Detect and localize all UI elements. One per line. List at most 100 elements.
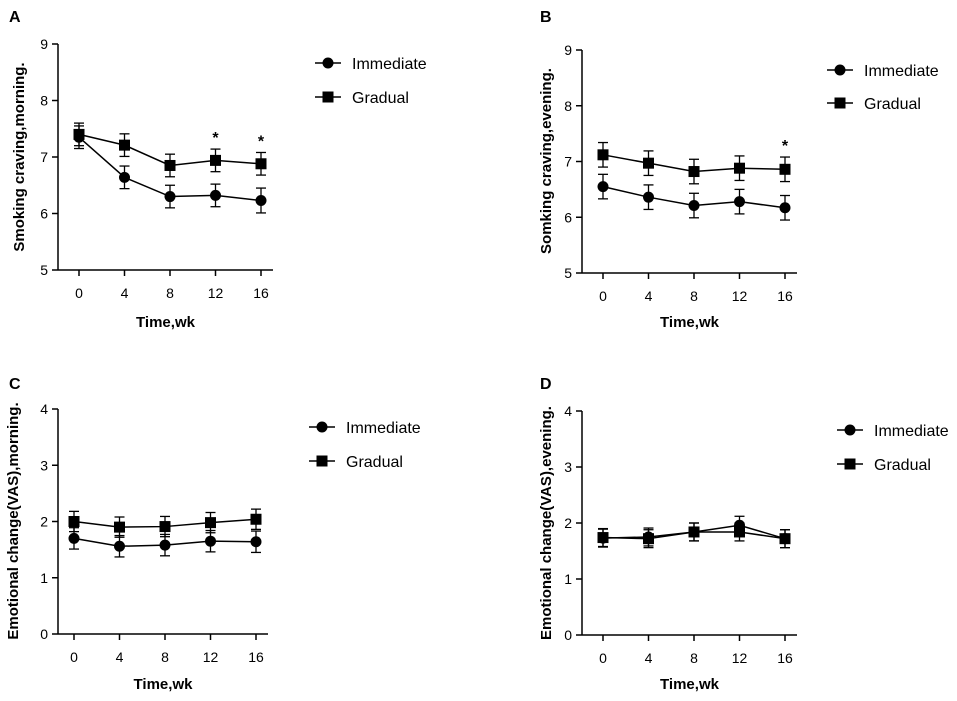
y-tick-label: 2 [40,514,48,530]
y-tick-label: 1 [40,570,48,586]
data-point-immediate [734,196,745,208]
x-tick-label: 4 [645,288,653,304]
series-gradual [68,508,262,538]
x-tick-label: 4 [645,650,653,666]
data-point-gradual [114,521,125,533]
y-tick-label: 3 [40,457,48,473]
x-tick-label: 0 [70,649,78,665]
data-point-gradual [159,521,171,533]
data-point-immediate [164,191,176,203]
y-tick-label: 8 [40,93,48,109]
series-immediate [597,173,791,221]
series-gradual [597,141,791,185]
legend: Immediate Gradual [309,420,421,471]
x-tick-label: 0 [75,285,83,301]
panel-letter: D [540,376,552,393]
legend-label-gradual: Gradual [352,90,409,107]
x-axis-title: Time,wk [136,314,196,331]
x-tick-label: 12 [732,650,748,666]
x-tick-label: 8 [690,288,698,304]
y-axis-title: Smoking craving,morning. [11,62,28,251]
data-point-immediate [779,202,791,214]
x-tick-label: 4 [116,649,124,665]
x-tick-label: 8 [690,650,698,666]
data-point-gradual [68,516,80,527]
data-point-gradual [119,139,130,151]
panel-letter: B [540,9,552,26]
legend-marker-immediate [316,421,328,433]
y-axis-title: Somking craving,evening. [538,68,555,254]
legend-marker-immediate [844,424,856,436]
y-tick-label: 6 [564,209,572,225]
legend-label-gradual: Gradual [874,457,931,474]
data-point-gradual [734,526,745,538]
data-point-immediate [250,536,262,548]
data-point-gradual [643,533,654,545]
data-point-gradual [164,159,176,171]
data-point-immediate [68,532,80,544]
data-point-immediate [205,535,216,547]
y-tick-label: 9 [564,42,572,58]
x-tick-label: 0 [599,650,607,666]
series-gradual [597,522,791,549]
legend-label-immediate: Immediate [346,420,421,437]
significance-star: * [212,130,219,147]
data-point-gradual [779,163,791,175]
x-tick-label: 16 [253,285,269,301]
data-point-gradual [255,158,267,170]
data-point-immediate [255,195,267,207]
legend-label-immediate: Immediate [352,56,427,73]
data-point-gradual [205,517,216,529]
data-point-gradual [688,166,700,178]
panel-a: A 5 6 7 8 9 0 4 8 12 16 Time,wk Smoking craving,morn… [9,9,427,331]
panel-letter: A [9,9,21,26]
x-tick-label: 16 [248,649,264,665]
legend: Immediate Gradual [827,63,939,113]
y-tick-label: 0 [40,626,48,642]
y-tick-label: 5 [40,262,48,278]
legend-marker-immediate [322,57,334,69]
data-point-immediate [119,171,130,183]
legend-marker-gradual [844,458,856,470]
legend-label-immediate: Immediate [864,63,939,80]
y-tick-label: 9 [40,36,48,52]
legend-label-gradual: Gradual [864,96,921,113]
legend: Immediate Gradual [315,56,427,107]
legend-label-immediate: Immediate [874,423,949,440]
y-tick-label: 7 [40,149,48,165]
data-point-gradual [597,149,609,161]
x-axis-title: Time,wk [134,676,194,693]
panel-letter: C [9,376,21,393]
x-tick-label: 16 [777,650,793,666]
x-axis-title: Time,wk [660,676,720,693]
y-axis-title: Emotional change(VAS),evening. [538,406,555,640]
significance-star: * [258,133,265,150]
legend-marker-gradual [316,455,328,467]
data-point-gradual [734,162,745,174]
y-tick-label: 0 [564,627,572,643]
data-point-immediate [597,181,609,193]
legend-marker-gradual [322,91,334,103]
data-point-immediate [210,189,221,201]
data-point-immediate [643,191,654,203]
y-tick-label: 7 [564,154,572,170]
x-tick-label: 8 [166,285,174,301]
legend-marker-gradual [834,97,846,109]
x-tick-label: 16 [777,288,793,304]
y-axis-title: Emotional change(VAS),morning. [5,402,22,639]
x-tick-label: 12 [208,285,224,301]
y-tick-label: 4 [564,403,572,419]
x-tick-label: 8 [161,649,169,665]
data-point-gradual [597,532,609,544]
legend-marker-immediate [834,64,846,76]
data-point-immediate [159,539,171,551]
data-point-immediate [114,540,125,552]
panel-b: B 5 6 7 8 9 0 4 8 12 16 Time,wk Somking craving,even… [538,9,939,331]
x-tick-label: 12 [732,288,748,304]
x-tick-label: 4 [121,285,129,301]
x-axis-title: Time,wk [660,314,720,331]
y-tick-label: 4 [40,401,48,417]
